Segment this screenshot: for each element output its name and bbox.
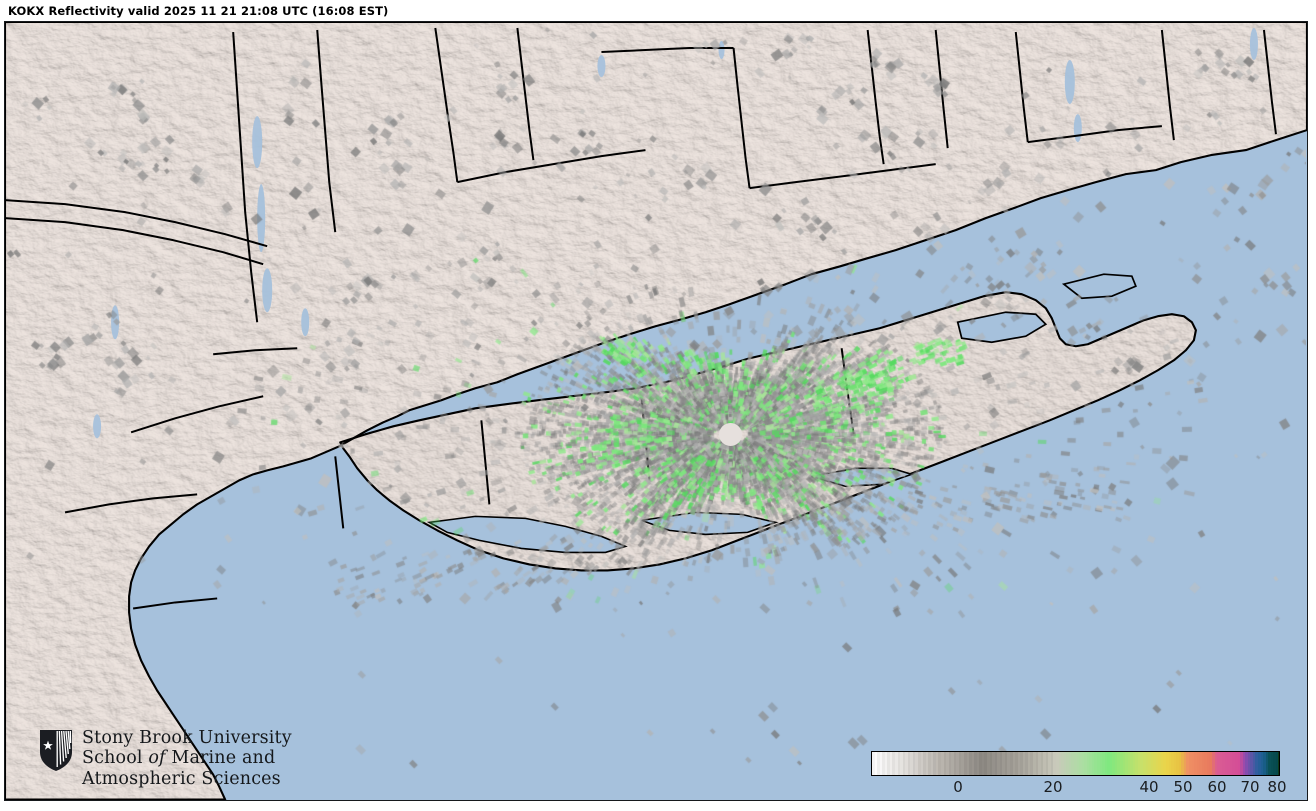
colorbar-gradient[interactable] [871,751,1280,776]
sbu-somas-logo: Stony Brook University School of Marine … [39,728,292,789]
page-title: KOKX Reflectivity valid 2025 11 21 21:08… [8,4,389,18]
logo-line-1: Stony Brook University [82,728,292,748]
colorbar-tick-0: 0 [953,778,963,796]
colorbar-tick-20: 20 [1043,778,1063,796]
colorbar-tick-80: 80 [1267,778,1287,796]
colorbar-tick-labels: 0 20 40 50 60 70 80 [871,778,1286,800]
radar-echo-layer [5,22,1306,799]
logo-line-2i: of [148,748,166,769]
colorbar-tick-70: 70 [1240,778,1260,796]
colorbar[interactable]: 0 20 40 50 60 70 80 [871,751,1291,800]
radar-map-panel[interactable]: Stony Brook University School of Marine … [4,21,1308,801]
shield-icon [40,730,72,771]
colorbar-tick-50: 50 [1173,778,1193,796]
map-inner: Stony Brook University School of Marine … [5,22,1307,800]
logo-line-3: Atmospheric Sciences [82,768,281,789]
logo-line-2: School of Marine and [82,748,292,768]
logo-line-2a: School [82,748,149,769]
logo-line-2b: Marine and [165,748,276,769]
colorbar-tick-40: 40 [1139,778,1159,796]
cone-of-silence [719,423,742,446]
colorbar-tick-60: 60 [1207,778,1227,796]
logo-text: Stony Brook University School of Marine … [82,728,292,789]
